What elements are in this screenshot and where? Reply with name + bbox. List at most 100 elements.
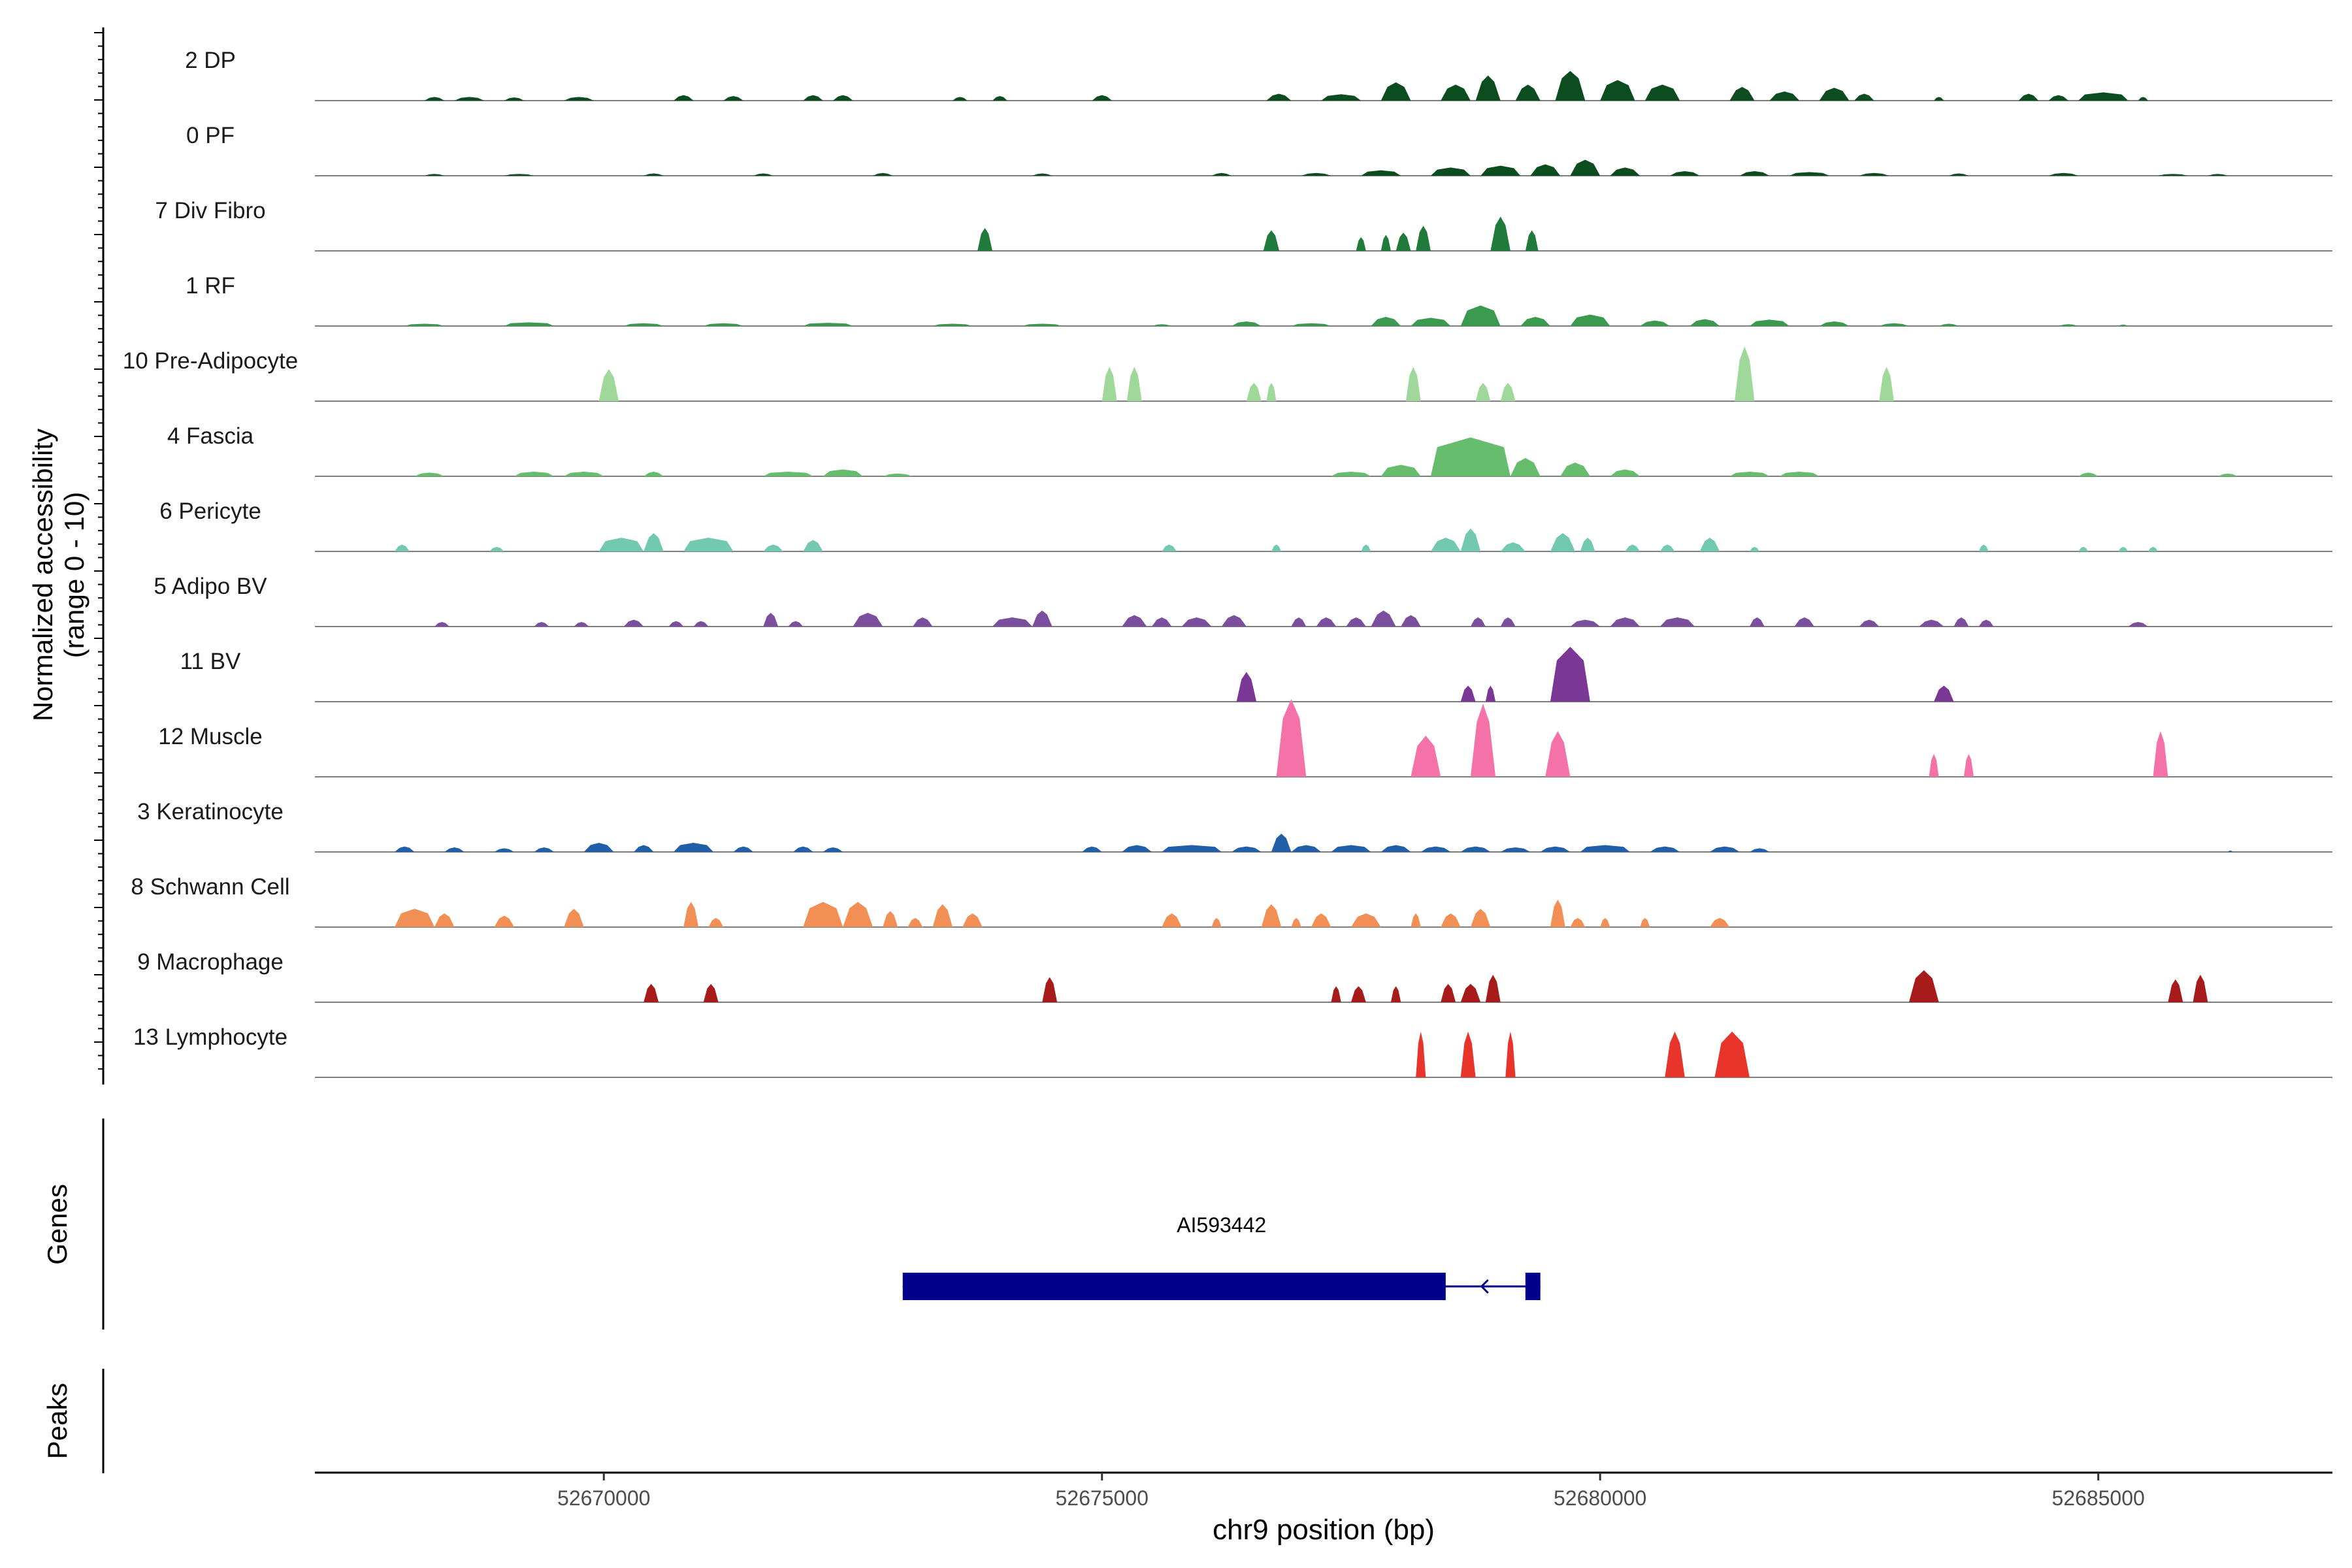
coverage-peak (444, 847, 465, 852)
coverage-peak (1710, 918, 1730, 927)
coverage-peak (1501, 847, 1531, 852)
x-axis-tick-label: 52680000 (1554, 1486, 1646, 1510)
coverage-peak (495, 916, 515, 928)
coverage-peak (1351, 913, 1381, 927)
track-label: 9 Macrophage (137, 949, 284, 975)
coverage-peak (1431, 167, 1471, 176)
coverage-peak (1232, 847, 1262, 852)
coverage-peak (992, 617, 1032, 627)
coverage-peak (1780, 472, 1820, 476)
coverage-peak (873, 173, 893, 176)
coverage-peak (644, 984, 659, 1002)
peaks-panel-label: Peaks (42, 1383, 73, 1460)
coverage-peak (395, 545, 410, 552)
coverage-peak (495, 848, 515, 852)
track: 5 Adipo BV (154, 574, 2332, 627)
coverage-peak (708, 918, 723, 927)
coverage-peak (1954, 617, 1969, 627)
coverage-peak (564, 909, 584, 927)
track-label: 12 Muscle (158, 724, 263, 749)
coverage-peak (1516, 85, 1541, 101)
coverage-peak (803, 540, 823, 552)
track-label: 0 PF (186, 123, 235, 148)
coverage-peak (1700, 538, 1720, 551)
gene-models: AI593442 (903, 1213, 1541, 1300)
coverage-peak (1321, 94, 1361, 101)
track: 6 Pericyte (159, 498, 2332, 551)
coverage-peak (1022, 324, 1062, 327)
coverage-peak (803, 902, 843, 928)
track: 9 Macrophage (137, 949, 2332, 1002)
coverage-peak (1550, 900, 1565, 927)
coverage-peak (843, 902, 873, 928)
coverage-peak (1879, 323, 1909, 326)
coverage-peak (1501, 542, 1526, 551)
x-axis-tick-label: 52670000 (557, 1486, 650, 1510)
coverage-peak (1690, 319, 1720, 327)
coverage-peak (907, 918, 923, 927)
gene-exon (903, 1273, 1446, 1300)
coverage-peak (1361, 545, 1371, 552)
coverage-peak (763, 613, 778, 627)
coverage-peak (2208, 174, 2228, 176)
coverage-peak (1262, 904, 1282, 927)
coverage-peak (1645, 85, 1680, 101)
coverage-peak (1610, 617, 1640, 627)
coverage-peak (404, 324, 444, 327)
coverage-peak (962, 913, 983, 927)
coverage-peak (2153, 731, 2168, 777)
coverage-peak (1640, 918, 1650, 927)
coverage-peak (425, 97, 445, 101)
coverage-peak (2158, 174, 2188, 176)
coverage-peak (2193, 975, 2208, 1002)
coverage-peak (823, 847, 843, 852)
coverage-peak (883, 474, 913, 476)
x-axis-ticks: 52670000 52675000 52680000 52685000 (557, 1473, 2145, 1510)
coverage-peak (1461, 686, 1476, 702)
coverage-peak (1127, 367, 1142, 402)
coverage-peak (644, 174, 664, 176)
coverage-peak (1501, 383, 1516, 401)
coverage-peak (2138, 97, 2148, 101)
coverage-peak (1461, 529, 1481, 551)
gene-label: AI593442 (1177, 1213, 1266, 1237)
coverage-peak (2218, 474, 2238, 476)
coverage-peak (1476, 383, 1491, 401)
coverage-peak (415, 472, 445, 476)
coverage-peak (1311, 913, 1331, 927)
coverage-peak (2059, 324, 2079, 326)
coverage-peak (1610, 167, 1640, 176)
coverage-peak (1729, 472, 1769, 476)
coverage-peak (1471, 704, 1495, 777)
coverage-peak (763, 472, 813, 476)
coverage-peak (1032, 174, 1053, 176)
coverage-peak (1152, 324, 1172, 326)
coverage-peak (1530, 165, 1560, 176)
coverage-peak (1789, 172, 1829, 176)
coverage-peak (1102, 367, 1117, 402)
coverage-peak (1441, 984, 1456, 1002)
coverage-peak (992, 96, 1007, 101)
track: 7 Div Fibro (155, 198, 2332, 251)
coverage-peak (1266, 94, 1291, 101)
coverage-peak (1266, 383, 1276, 401)
coverage-peak (1301, 173, 1331, 176)
coverage-peak (1560, 463, 1590, 476)
coverage-peak (1222, 615, 1247, 627)
coverage-peak (1361, 171, 1401, 176)
coverage-peak (1211, 173, 1232, 176)
coverage-peak (1600, 80, 1635, 101)
track: 10 Pre-Adipocyte (123, 346, 2332, 401)
coverage-peak (2048, 95, 2068, 101)
coverage-peak (2228, 851, 2233, 852)
coverage-peak (1769, 91, 1799, 101)
coverage-peak (1964, 754, 1974, 777)
coverage-peak (1735, 346, 1755, 401)
coverage-peak (1421, 847, 1451, 852)
coverage-peak (1431, 538, 1461, 551)
coverage-peak (1486, 686, 1495, 702)
coverage-peak (803, 323, 853, 326)
coverage-peak (504, 174, 534, 176)
coverage-peak (674, 843, 713, 852)
coverage-peak (534, 847, 555, 852)
